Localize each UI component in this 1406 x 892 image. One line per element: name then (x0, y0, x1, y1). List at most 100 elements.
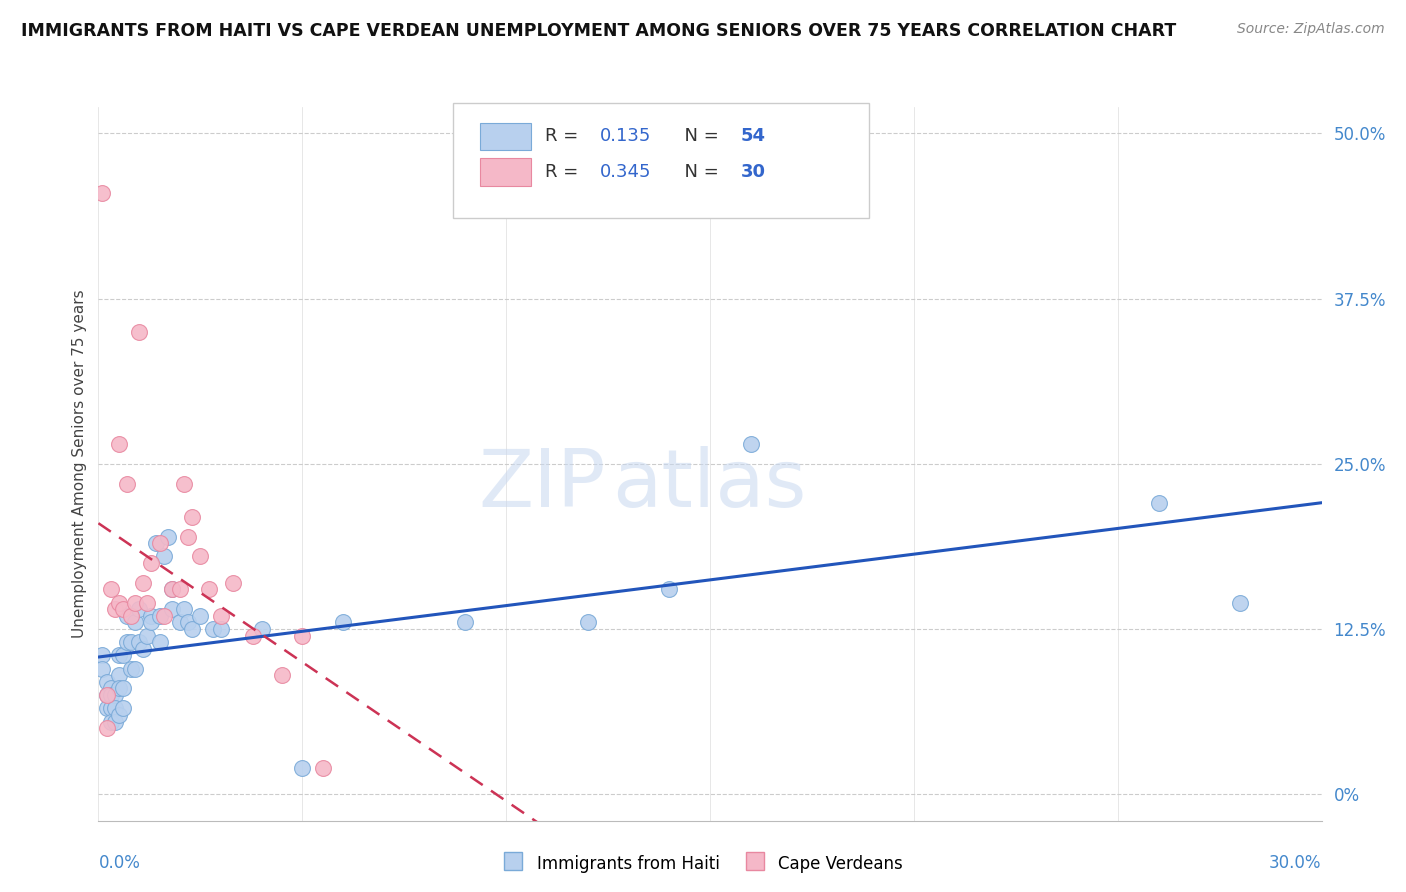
Point (136, 596, 159, 610)
Point (160, 582, 183, 597)
Point (173, 476, 195, 491)
Point (128, 602, 150, 616)
Point (111, 602, 134, 616)
Point (160, 602, 183, 616)
Point (156, 529, 179, 543)
Point (96, 674, 118, 689)
Point (96, 688, 118, 702)
Text: ZIP: ZIP (478, 446, 606, 524)
Point (454, 615, 477, 630)
Point (108, 668, 131, 682)
Point (132, 575, 155, 590)
Text: R =: R = (546, 128, 583, 145)
Point (141, 615, 163, 630)
Point (160, 582, 183, 597)
Text: 30: 30 (741, 163, 766, 181)
Point (104, 688, 127, 702)
FancyBboxPatch shape (453, 103, 869, 218)
Point (136, 629, 159, 643)
Text: IMMIGRANTS FROM HAITI VS CAPE VERDEAN UNEMPLOYMENT AMONG SENIORS OVER 75 YEARS C: IMMIGRANTS FROM HAITI VS CAPE VERDEAN UN… (21, 22, 1177, 40)
Point (658, 582, 681, 597)
Text: R =: R = (546, 163, 583, 181)
Text: 0.135: 0.135 (600, 128, 651, 145)
Text: N =: N = (673, 163, 725, 181)
Point (177, 615, 200, 630)
Point (740, 437, 762, 451)
Point (124, 596, 146, 610)
Text: N =: N = (673, 128, 725, 145)
Text: Source: ZipAtlas.com: Source: ZipAtlas.com (1237, 22, 1385, 37)
Point (270, 668, 294, 682)
Point (120, 608, 142, 623)
Point (152, 549, 174, 564)
Text: 0.0%: 0.0% (98, 854, 141, 871)
Point (115, 476, 138, 491)
Point (104, 701, 127, 715)
Point (169, 615, 191, 630)
Text: 0.345: 0.345 (600, 163, 651, 181)
Point (141, 608, 163, 623)
Point (120, 635, 142, 649)
Point (111, 681, 134, 696)
Point (209, 608, 232, 623)
Point (104, 602, 127, 616)
Point (188, 549, 212, 564)
Point (91, 648, 114, 663)
Point (128, 635, 150, 649)
Point (124, 615, 146, 630)
Point (242, 629, 264, 643)
Point (108, 596, 131, 610)
Point (100, 688, 122, 702)
Point (181, 509, 204, 524)
Point (149, 635, 172, 649)
Point (91, 662, 114, 676)
Point (149, 608, 172, 623)
Point (181, 622, 204, 636)
Text: atlas: atlas (612, 446, 807, 524)
Point (132, 641, 155, 656)
Point (576, 615, 599, 630)
Text: 54: 54 (741, 128, 766, 145)
Point (291, 761, 314, 775)
Point (145, 536, 167, 550)
Point (111, 701, 134, 715)
Point (115, 635, 138, 649)
FancyBboxPatch shape (479, 159, 531, 186)
Point (312, 761, 335, 775)
Point (222, 575, 245, 590)
Point (91, 186, 114, 200)
Point (115, 608, 138, 623)
Point (108, 681, 131, 696)
Point (141, 556, 163, 570)
Point (111, 648, 134, 663)
Point (201, 622, 224, 636)
Point (120, 662, 142, 676)
Text: 30.0%: 30.0% (1270, 854, 1322, 871)
Point (173, 602, 195, 616)
Point (149, 536, 172, 550)
Point (100, 714, 122, 729)
Point (96, 721, 118, 735)
Point (108, 707, 131, 722)
Point (177, 529, 200, 543)
Point (209, 622, 232, 636)
Point (1229, 596, 1251, 610)
Point (152, 608, 174, 623)
Point (100, 701, 122, 715)
Y-axis label: Unemployment Among Seniors over 75 years: Unemployment Among Seniors over 75 years (72, 290, 87, 638)
Point (96, 701, 118, 715)
Point (108, 437, 131, 451)
Point (100, 681, 122, 696)
Point (100, 582, 122, 597)
Point (332, 615, 354, 630)
Point (169, 582, 191, 597)
Point (96, 688, 118, 702)
Point (108, 648, 131, 663)
Point (197, 582, 219, 597)
Point (188, 608, 212, 623)
Point (104, 714, 127, 729)
Point (1147, 496, 1170, 510)
Legend: Immigrants from Haiti, Cape Verdeans: Immigrants from Haiti, Cape Verdeans (496, 847, 910, 880)
Point (291, 629, 314, 643)
FancyBboxPatch shape (479, 123, 531, 150)
